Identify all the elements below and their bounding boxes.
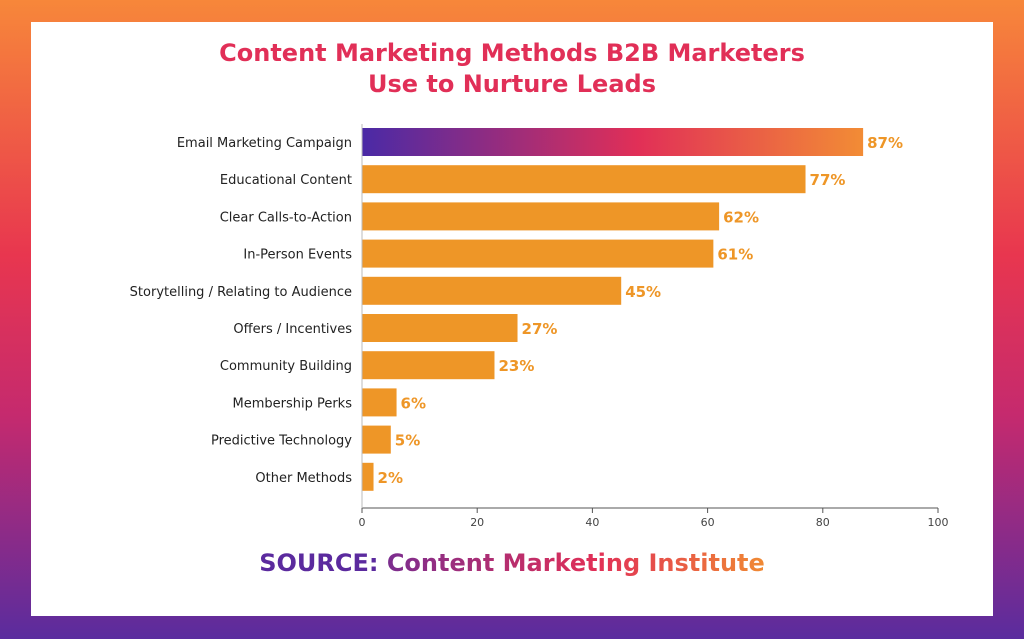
x-tick-label: 100 [928,516,949,529]
category-label: Clear Calls-to-Action [220,210,352,225]
bar-6 [362,351,495,380]
bar-4 [362,276,622,305]
category-label: Educational Content [220,173,352,188]
x-tick-label: 80 [816,516,830,529]
bar-chart: Email Marketing Campaign 87% Educational C… [130,124,949,529]
x-tick-label: 60 [701,516,715,529]
x-tick-label: 0 [359,516,366,529]
category-label: Community Building [220,359,352,374]
chart-panel: Content Marketing Methods B2B Marketers … [31,22,993,616]
bar-8 [362,425,391,454]
bar-9 [362,462,374,491]
bar-3 [362,239,714,268]
category-label: Membership Perks [232,396,352,411]
category-label: Email Marketing Campaign [177,136,352,151]
value-label: 62% [723,208,759,226]
bar-7 [362,388,397,417]
value-label: 27% [522,320,558,338]
value-label: 23% [498,357,534,375]
category-label: Predictive Technology [211,434,352,449]
chart-title: Content Marketing Methods B2B Marketers … [31,38,993,100]
category-label: Other Methods [255,471,352,486]
bars-layer: Email Marketing Campaign 87% Educational C… [130,128,903,491]
value-label: 77% [810,171,846,189]
x-tick-label: 20 [470,516,484,529]
category-label: In-Person Events [243,248,352,263]
category-label: Storytelling / Relating to Audience [130,285,352,300]
value-label: 87% [867,134,903,152]
category-label: Offers / Incentives [233,322,352,337]
bar-5 [362,314,518,342]
bar-1 [362,165,806,194]
value-label: 45% [625,283,661,301]
source-credit: SOURCE: Content Marketing Institute [31,549,993,577]
x-tick-label: 40 [585,516,599,529]
x-axis: 0 20 40 60 80 100 [359,124,949,529]
chart-title-line-2: Use to Nurture Leads [368,70,656,98]
source-name: Content Marketing Institute [386,549,765,577]
bar-0 [362,128,864,156]
value-label: 2% [378,469,403,487]
value-label: 61% [717,246,753,264]
chart-title-line-1: Content Marketing Methods B2B Marketers [219,39,805,67]
value-label: 5% [395,432,420,450]
bar-2 [362,202,720,231]
source-prefix: SOURCE: [259,549,379,577]
value-label: 6% [401,394,426,412]
